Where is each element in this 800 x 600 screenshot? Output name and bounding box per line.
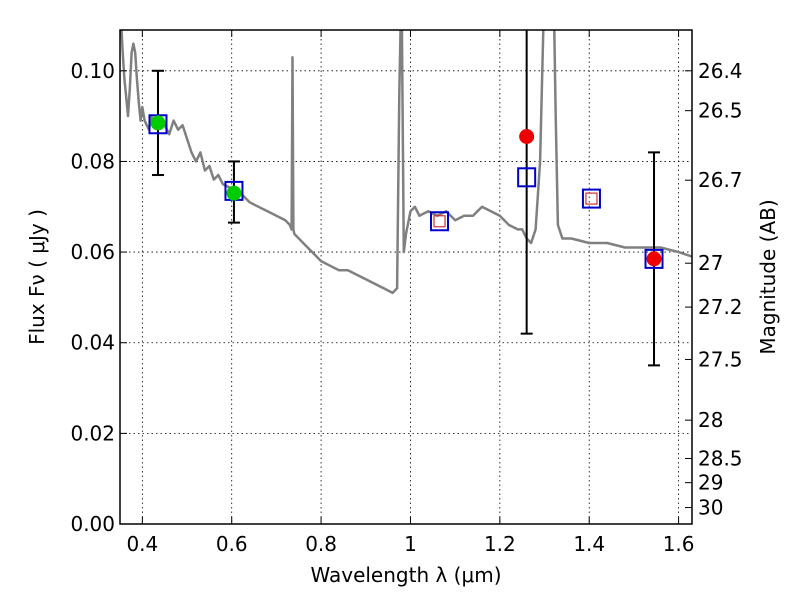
y2-tick-label: 27.2 bbox=[698, 295, 743, 319]
y-tick-label: 0.00 bbox=[70, 512, 115, 536]
observed-green-point bbox=[150, 115, 166, 131]
y-tick-label: 0.10 bbox=[70, 59, 115, 83]
upper-limit-square bbox=[433, 215, 446, 228]
observed-red-point bbox=[646, 251, 662, 267]
model-photometry-square bbox=[644, 248, 664, 269]
upper-limit-square bbox=[585, 192, 598, 205]
y2-tick-label: 30 bbox=[698, 496, 723, 520]
grid bbox=[120, 30, 692, 525]
y-tick-label: 0.08 bbox=[70, 149, 115, 173]
x-tick-label: 1 bbox=[404, 532, 417, 556]
observed-green-point bbox=[226, 185, 242, 201]
y2-axis-label: Magnitude (AB) bbox=[756, 199, 780, 354]
x-tick-label: 0.8 bbox=[305, 532, 337, 556]
plot-frame bbox=[119, 29, 693, 525]
model-spectrum-line bbox=[120, 30, 692, 295]
model-photometry-square bbox=[581, 188, 601, 209]
y-axis-label: Flux Fν ( μJy ) bbox=[25, 209, 49, 345]
x-axis-label: Wavelength λ (μm) bbox=[310, 563, 501, 587]
y2-tick-label: 26.5 bbox=[698, 99, 743, 123]
x-tick-label: 1.2 bbox=[484, 532, 516, 556]
model-photometry-square bbox=[517, 167, 537, 188]
y-tick-label: 0.06 bbox=[70, 240, 115, 264]
data-layer bbox=[120, 30, 692, 295]
y2-tick-label: 26.4 bbox=[698, 59, 743, 83]
x-tick-label: 0.4 bbox=[126, 532, 158, 556]
y2-tick-label: 26.7 bbox=[698, 168, 743, 192]
y2-tick-label: 29 bbox=[698, 471, 723, 495]
observed-red-point bbox=[519, 129, 535, 145]
y-tick-label: 0.04 bbox=[70, 331, 115, 355]
model-photometry-square bbox=[430, 211, 450, 232]
y2-tick-label: 28 bbox=[698, 408, 723, 432]
x-tick-label: 1.4 bbox=[573, 532, 605, 556]
y2-tick-label: 27 bbox=[698, 251, 723, 275]
model-photometry-square bbox=[148, 114, 168, 135]
errorbars-layer bbox=[148, 30, 664, 367]
y-tick-label: 0.02 bbox=[70, 421, 115, 445]
x-tick-label: 0.6 bbox=[216, 532, 248, 556]
y2-tick-label: 27.5 bbox=[698, 347, 743, 371]
ticks: 0.4 0.6 0.8 1 1.2 1.4 1.6 0.00 0.02 0.04 0.06 0.08 0… bbox=[70, 30, 743, 556]
y2-tick-label: 28.5 bbox=[698, 446, 743, 470]
x-tick-label: 1.6 bbox=[663, 532, 695, 556]
